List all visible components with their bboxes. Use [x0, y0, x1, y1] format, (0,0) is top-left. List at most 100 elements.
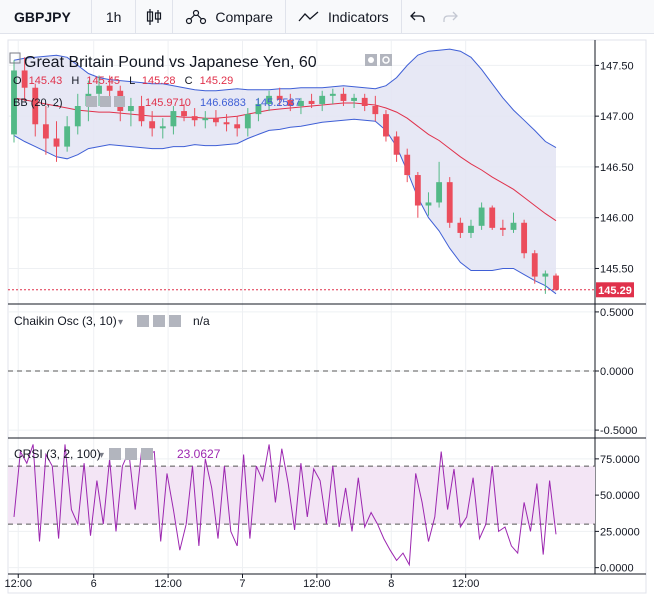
candle-body: [351, 97, 358, 101]
candle-body: [127, 106, 134, 112]
candle-body: [42, 124, 49, 139]
candle-body: [319, 95, 326, 104]
bb-upper-line: [13, 48, 557, 149]
time-axis[interactable]: 12:00 6 12:00 7 12:00 8 12:00: [4, 574, 479, 590]
chart-style-button[interactable]: [136, 0, 174, 33]
candle-body: [414, 175, 421, 206]
last-price-value: 145.29: [598, 285, 632, 297]
redo-button[interactable]: [434, 0, 466, 33]
price-axis-label: 0.0000: [600, 563, 634, 575]
crsi-gear-icon[interactable]: [125, 448, 137, 460]
bb-upper-value: 146.6883: [200, 97, 246, 109]
symbol-label: GBPJPY: [14, 8, 71, 25]
candle-body: [21, 70, 28, 88]
time-axis-label: 8: [388, 578, 394, 590]
candle-body: [308, 100, 315, 104]
candle-body: [64, 126, 71, 147]
candle-body: [276, 95, 283, 100]
candle-body: [159, 126, 166, 129]
bb-eye-icon[interactable]: [86, 96, 97, 107]
low-value: 145.28: [142, 75, 176, 87]
price-axis-label: 145.50: [600, 263, 634, 275]
main-legend: Great Britain Pound vs Japanese Yen, 60 …: [9, 52, 392, 109]
candles-icon: [146, 8, 162, 26]
price-axis-label: 25.0000: [600, 526, 640, 538]
candle-body: [383, 114, 389, 137]
svg-text:O 145.43 H 1: O 145.43 H 145.45 L 145.28 C 145.29: [13, 75, 233, 87]
price-axis-label: 0.0000: [600, 366, 634, 378]
candle-body: [266, 95, 272, 104]
candle-body: [149, 121, 156, 129]
open-label: O: [13, 75, 22, 87]
candle-body: [468, 225, 474, 233]
candle-body: [457, 222, 464, 233]
candle-body: [53, 138, 60, 147]
undo-icon: [409, 10, 426, 24]
crsi-eye-icon[interactable]: [109, 448, 121, 460]
time-axis-label: 12:00: [4, 578, 32, 590]
symbol-button[interactable]: GBPJPY: [0, 0, 92, 33]
collapse-legend-icon[interactable]: [9, 52, 21, 64]
bb-basis-value: 145.9710: [145, 97, 191, 109]
candle-body: [223, 122, 230, 125]
interval-button[interactable]: 1h: [92, 0, 137, 33]
candle-body: [181, 111, 187, 117]
chaikin-gear-icon[interactable]: [153, 315, 165, 327]
crsi-close-icon[interactable]: [141, 448, 153, 460]
crsi-dropdown-icon[interactable]: ▾: [99, 450, 104, 461]
candle-body: [553, 275, 559, 290]
indicators-icon: [298, 10, 320, 24]
crsi-label: CRSI (3, 2, 100): [14, 447, 101, 461]
top-toolbar: GBPJPY 1h Compare Indicators: [0, 0, 654, 34]
close-value: 145.29: [200, 75, 234, 87]
candle-body: [106, 85, 113, 91]
time-axis-label: 12:00: [452, 578, 480, 590]
crsi-line: [13, 444, 557, 567]
price-axis-label: 146.00: [600, 213, 634, 225]
chaikin-eye-icon[interactable]: [137, 315, 149, 327]
undo-button[interactable]: [402, 0, 434, 33]
bb-band-fill: [14, 49, 556, 294]
candle-body: [361, 97, 368, 106]
candle-body: [298, 100, 304, 106]
price-axis-label: -0.5000: [600, 425, 637, 437]
candle-body: [96, 85, 102, 94]
eye-icon[interactable]: [365, 54, 377, 66]
candle-body: [202, 118, 209, 121]
low-label: L: [129, 75, 135, 87]
bb-gear-icon[interactable]: [100, 96, 111, 107]
bb-basis-line: [13, 97, 557, 222]
candle-body: [521, 222, 528, 254]
high-label: H: [71, 75, 79, 87]
candle-body: [340, 93, 347, 101]
candle-body: [404, 154, 411, 176]
chart-canvas[interactable]: 147.50 147.00 146.50 146.00 145.50 0.5000 0.00…: [0, 34, 654, 594]
price-axis-label: 147.00: [600, 111, 634, 123]
indicators-button[interactable]: Indicators: [286, 0, 402, 33]
candle-body: [393, 136, 400, 155]
time-axis-label: 6: [91, 578, 97, 590]
chaikin-close-icon[interactable]: [169, 315, 181, 327]
candle-body: [212, 118, 219, 123]
compare-label: Compare: [215, 8, 273, 25]
price-axis-label: 50.0000: [600, 490, 640, 502]
price-axis[interactable]: 147.50 147.00 146.50 146.00 145.50 0.5000 0.00…: [595, 60, 640, 575]
chaikin-dropdown-icon[interactable]: ▾: [118, 317, 123, 328]
gear-icon[interactable]: [380, 54, 392, 66]
candle-body: [499, 227, 506, 230]
candle-body: [542, 273, 549, 277]
candle-body: [234, 124, 241, 129]
time-axis-label: 12:00: [154, 578, 182, 590]
time-axis-label: 12:00: [303, 578, 331, 590]
bb-lower-line: [13, 118, 557, 295]
compare-icon: [185, 9, 207, 25]
crsi-legend: CRSI (3, 2, 100) ▾ 23.0627: [14, 447, 221, 461]
bb-close-icon[interactable]: [114, 96, 125, 107]
indicators-label: Indicators: [327, 8, 389, 25]
close-label: C: [185, 75, 193, 87]
compare-button[interactable]: Compare: [173, 0, 286, 33]
candle-body: [287, 99, 294, 106]
price-axis-label: 75.0000: [600, 454, 640, 466]
redo-icon: [442, 10, 458, 24]
candle-body: [372, 106, 379, 115]
